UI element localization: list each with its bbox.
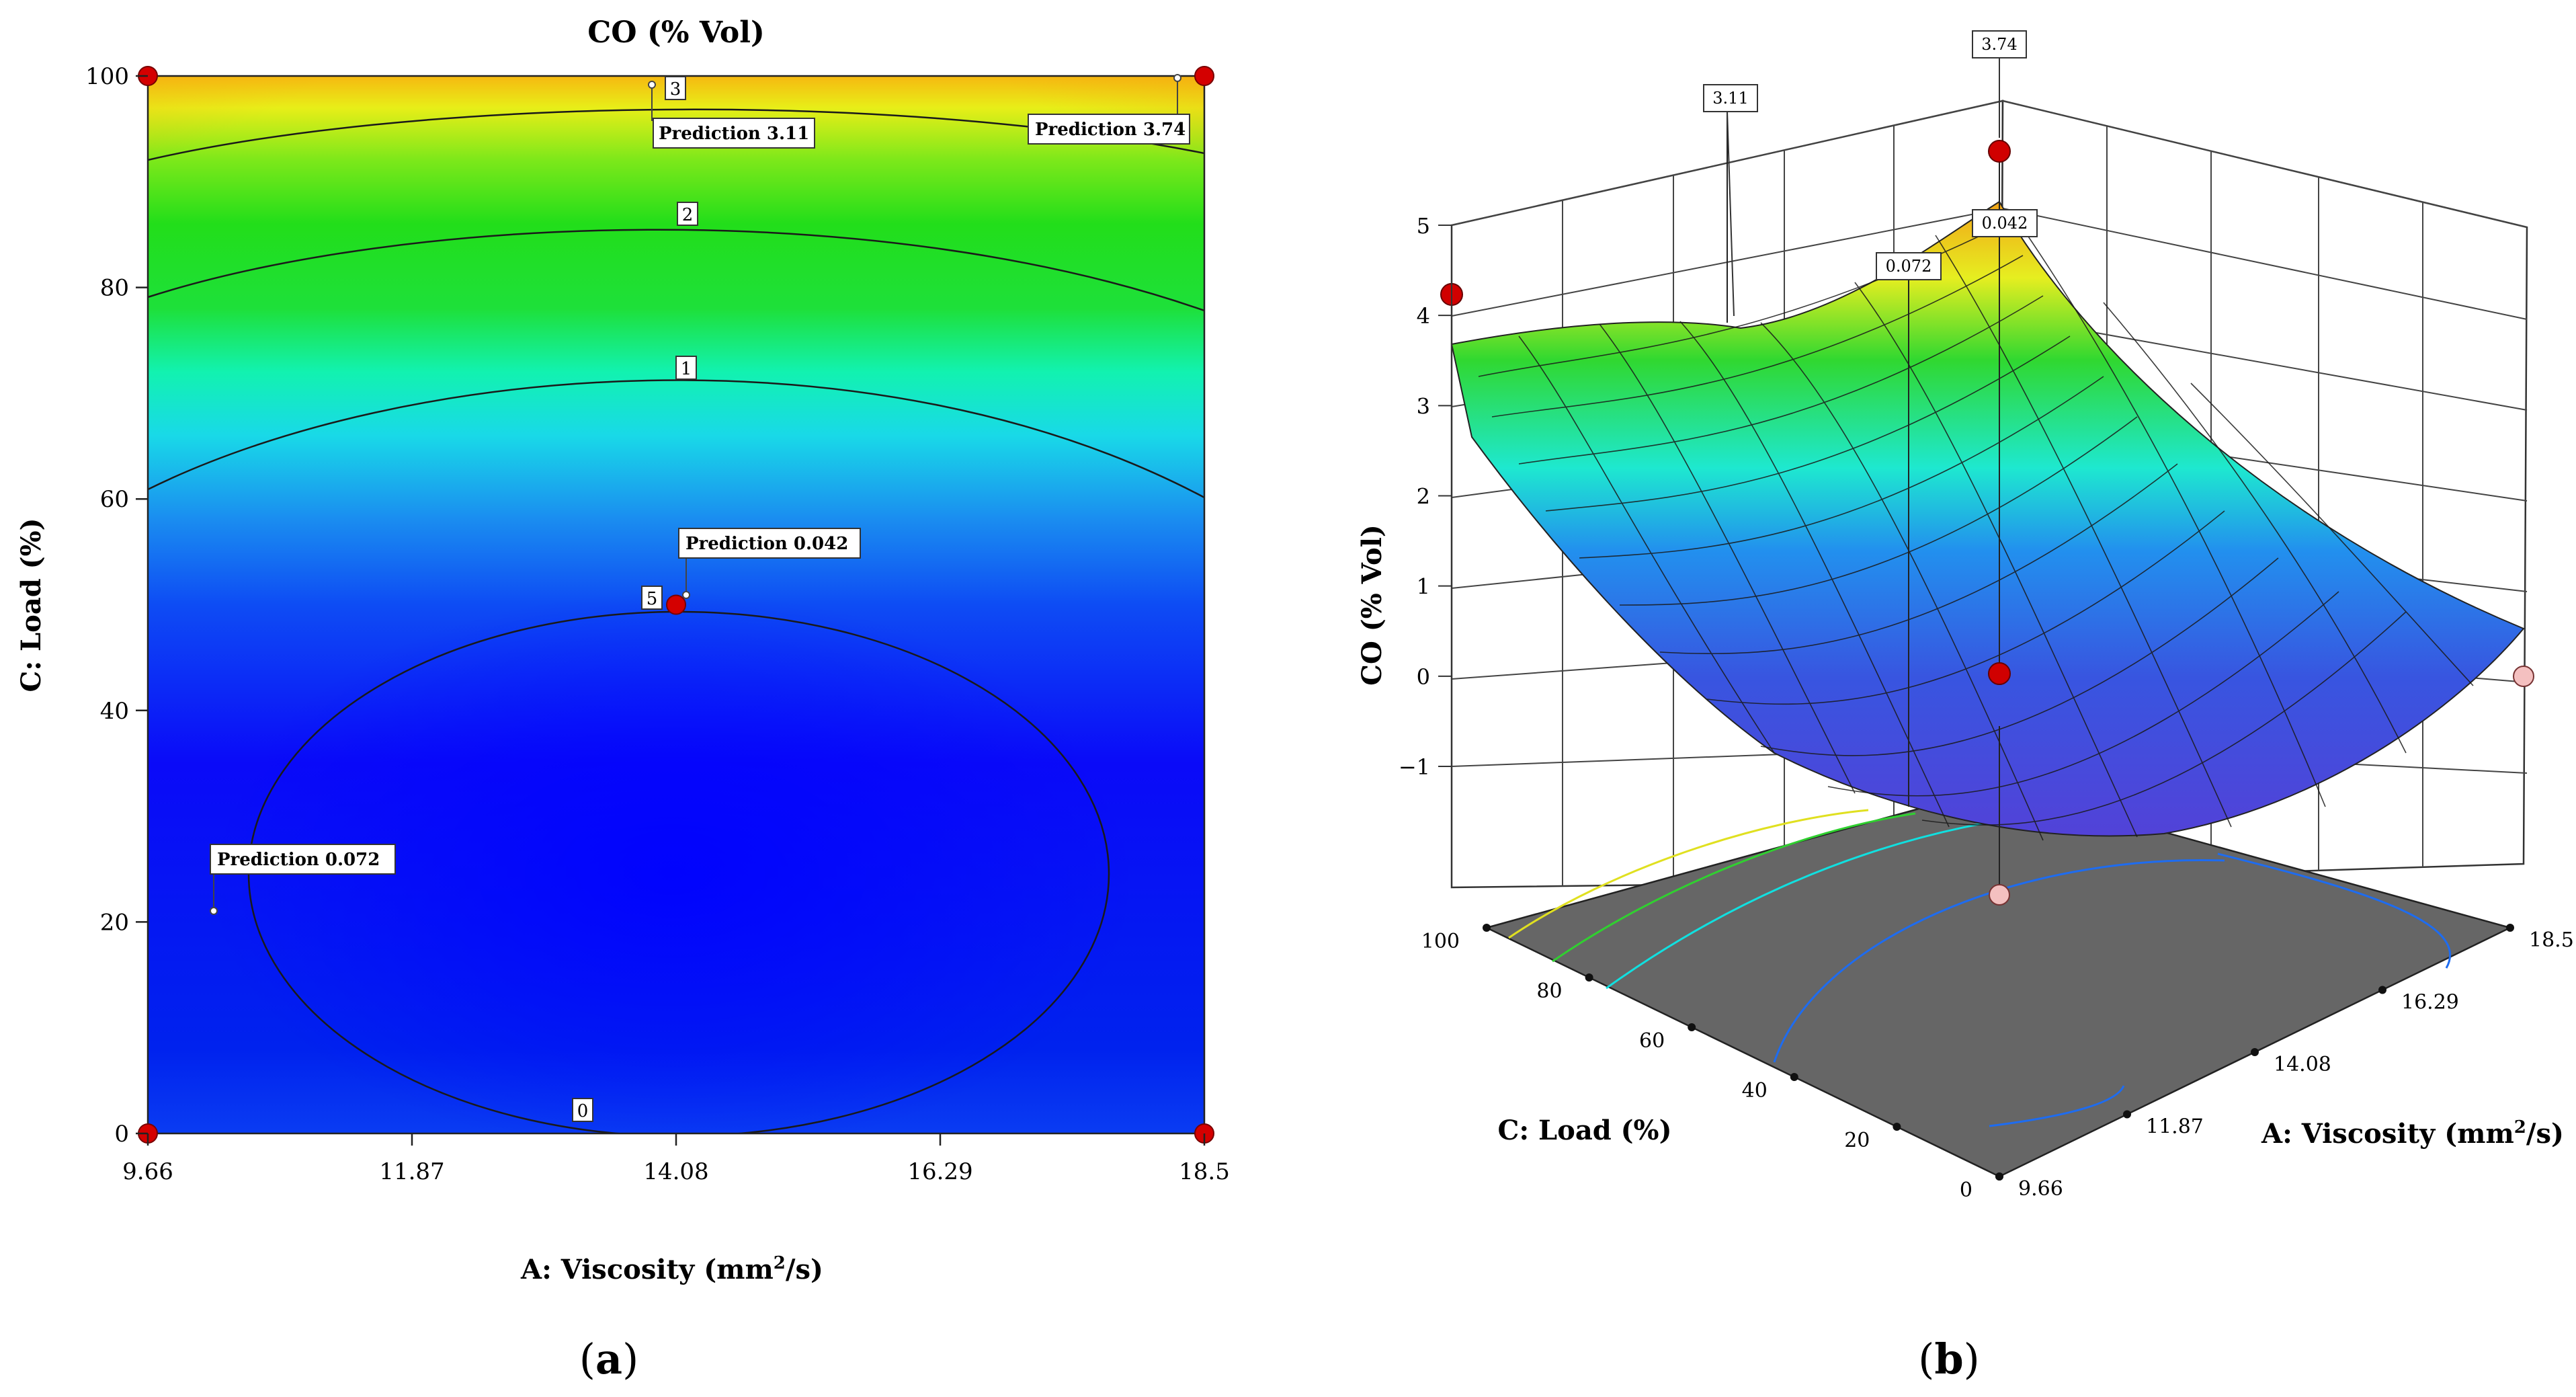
heatmap-highlight-left: [148, 76, 390, 190]
z-tick-label-2: 1: [1417, 574, 1430, 600]
viscosity-tick-1: [2123, 1110, 2131, 1119]
x-axis-label: A: Viscosity (mm2/s): [520, 1253, 823, 1285]
svg-text:1: 1: [681, 359, 692, 379]
svg-text:3: 3: [670, 79, 681, 99]
x-axis-ticks: 9.66 11.87 14.08 16.29 18.5: [122, 1133, 1230, 1185]
z-tick-label-3: 2: [1417, 484, 1430, 510]
contour-label-0: 0: [572, 1098, 593, 1122]
design-point-3: [1194, 66, 1214, 86]
z-tick-label-0: −1: [1399, 754, 1430, 780]
design-point-below: [1989, 884, 2010, 906]
prediction-callout-3.11: Prediction 3.11: [648, 81, 815, 149]
x-tick-label-1: 11.87: [379, 1158, 444, 1185]
load-tick-label-5: 100: [1421, 930, 1460, 953]
svg-text:Prediction 3.11: Prediction 3.11: [659, 124, 809, 144]
y-tick-label-1: 20: [100, 909, 129, 936]
svg-text:3.11: 3.11: [1712, 89, 1748, 108]
design-point-4: [666, 594, 686, 615]
z-tick-label-1: 0: [1417, 664, 1430, 690]
surface-mesh: [1478, 221, 2474, 841]
y-tick-label-3: 60: [100, 486, 129, 513]
z-axis-label: CO (% Vol): [1356, 524, 1388, 686]
prediction-callout-0.072: Prediction 0.072: [210, 844, 396, 915]
prediction-callout-0.042: Prediction 0.042: [678, 528, 861, 599]
svg-text:0.042: 0.042: [1982, 214, 2028, 233]
design-point-below: [2513, 666, 2534, 687]
viscosity-tick-4: [2506, 924, 2514, 932]
load-tick-label-0: 0: [1960, 1179, 1972, 1202]
response-surface: [1450, 200, 2525, 837]
contour-label-3: 3: [665, 76, 686, 100]
svg-text:0.072: 0.072: [1886, 257, 1932, 276]
viscosity-tick-label-1: 11.87: [2146, 1115, 2204, 1139]
viscosity-tick-label-2: 14.08: [2274, 1053, 2331, 1076]
design-point: [1988, 662, 2011, 685]
y-tick-label-5: 100: [85, 63, 129, 90]
z-tick-label-6: 5: [1417, 213, 1430, 239]
prediction-label-3.74: 3.74: [1972, 30, 2027, 138]
contour-line-2: [148, 229, 1204, 312]
svg-text:0: 0: [577, 1101, 589, 1121]
load-tick-5: [1483, 924, 1491, 932]
x-tick-label-3: 16.29: [907, 1158, 972, 1185]
svg-text:5: 5: [647, 589, 658, 609]
viscosity-axis-label: A: Viscosity (mm2/s): [2261, 1117, 2564, 1150]
prediction-callout-3.74: Prediction 3.74: [1028, 74, 1190, 145]
y-axis-ticks: 0 20 40 60 80 100: [85, 63, 148, 1148]
x-tick-label-0: 9.66: [122, 1158, 173, 1185]
z-axis-ticks: −1 0 1 2 3 4 5: [1399, 213, 1452, 780]
prediction-label-3.11: 3.11: [1703, 84, 1758, 317]
load-tick-3: [1688, 1023, 1696, 1031]
surface-plot-b: 3.11 3.74 0.042 0.072 −1 0 1 2 3 4 5 0 20 40 60 80…: [1356, 30, 2574, 1384]
drop-lines: [1727, 97, 2000, 894]
x-tick-label-2: 14.08: [643, 1158, 708, 1185]
load-tick-4: [1585, 973, 1593, 982]
panel-caption-a: (a): [579, 1334, 639, 1384]
load-tick-2: [1790, 1073, 1798, 1081]
contour-label-1: 1: [675, 356, 697, 380]
load-tick-label-3: 60: [1639, 1029, 1665, 1053]
load-axis-label: C: Load (%): [1497, 1115, 1671, 1146]
contour-line-1: [148, 379, 1204, 499]
viscosity-tick-3: [2378, 986, 2386, 994]
center-replicates-label: 5: [641, 586, 663, 610]
load-tick-label-2: 40: [1742, 1079, 1768, 1103]
prediction-label-0.042: 0.042: [1972, 209, 2038, 237]
chart-title: CO (% Vol): [587, 15, 765, 50]
viscosity-tick-label-0: 9.66: [2018, 1177, 2063, 1201]
svg-text:2: 2: [682, 205, 694, 225]
viscosity-tick-0: [1995, 1172, 2003, 1181]
contour-label-2: 2: [677, 202, 698, 226]
load-tick-label-4: 80: [1536, 980, 1562, 1003]
svg-text:Prediction 0.072: Prediction 0.072: [217, 850, 380, 870]
heatmap-core: [202, 592, 1142, 1133]
z-tick-label-4: 3: [1417, 393, 1430, 419]
svg-text:Prediction 3.74: Prediction 3.74: [1035, 120, 1186, 140]
floor-contours: [1508, 809, 2452, 1127]
viscosity-tick-label-3: 16.29: [2401, 991, 2459, 1014]
load-tick-1: [1893, 1123, 1901, 1131]
floor-axis-ticks: 0 20 40 60 80 100 9.66 11.87 14.08 16.29 18.5: [1421, 924, 2574, 1202]
contour-plot-a: CO (% Vol) 0 1 2 3: [15, 15, 1230, 1384]
design-point: [1988, 140, 2011, 163]
svg-text:Prediction 0.042: Prediction 0.042: [685, 534, 848, 554]
y-tick-label-0: 0: [114, 1121, 129, 1148]
y-tick-label-2: 40: [100, 698, 129, 725]
x-tick-label-4: 18.5: [1179, 1158, 1230, 1185]
y-axis-label: C: Load (%): [15, 518, 47, 692]
panel-caption-b: (b): [1918, 1334, 1980, 1384]
load-tick-label-1: 20: [1844, 1129, 1870, 1152]
y-tick-label-4: 80: [100, 275, 129, 302]
viscosity-tick-label-4: 18.5: [2529, 928, 2574, 952]
prediction-label-0.072: 0.072: [1876, 252, 1942, 280]
z-tick-label-5: 4: [1417, 303, 1430, 329]
svg-text:3.74: 3.74: [1981, 35, 2017, 54]
viscosity-tick-2: [2251, 1048, 2259, 1056]
